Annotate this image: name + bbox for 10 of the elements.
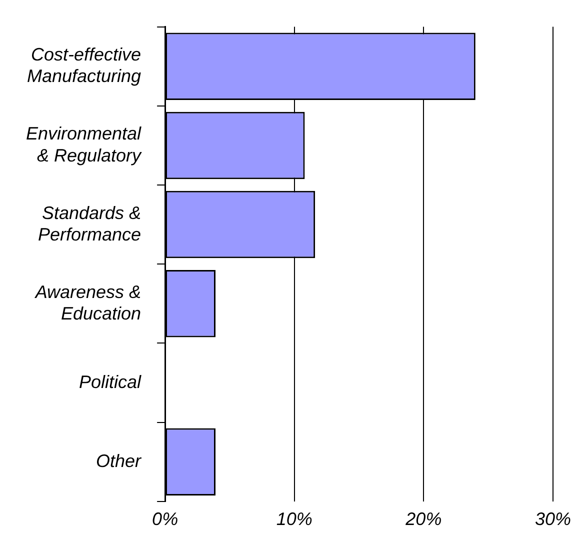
x-tick-label: 10% [276, 509, 312, 530]
y-tick-label: Environmental & Regulatory [26, 124, 142, 166]
y-tick-label: Political [79, 372, 142, 392]
x-tick-label: 30% [534, 509, 572, 530]
x-tick-label: 0% [152, 509, 178, 530]
x-tick-label: 20% [404, 509, 442, 530]
y-tick-label: Cost-effective Manufacturing [26, 44, 142, 86]
y-tick-label: Awareness & Education [34, 282, 142, 324]
y-tick-label: Standards & Performance [38, 202, 142, 244]
y-tick-label: Other [96, 450, 142, 471]
